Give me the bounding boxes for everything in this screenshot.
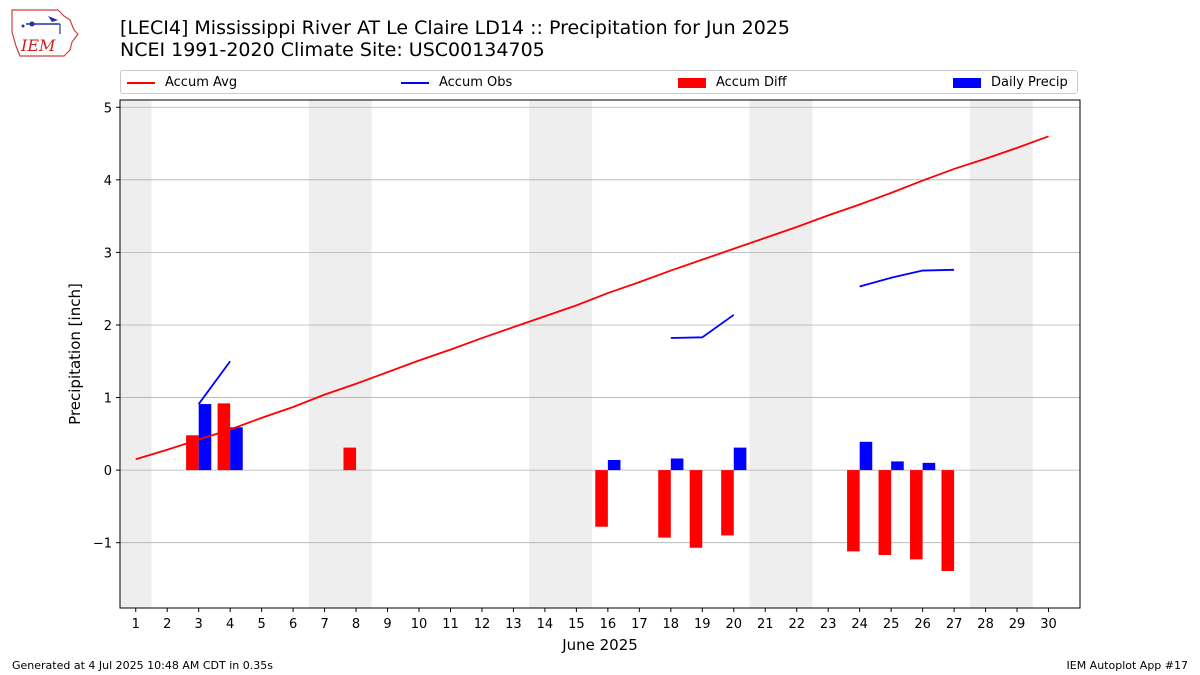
x-tick-label: 23: [820, 617, 837, 632]
y-tick-label: 2: [104, 319, 112, 334]
legend-label-accum-obs: Accum Obs: [439, 75, 513, 90]
x-tick-label: 27: [946, 617, 963, 632]
legend-item-accum-diff: Accum Diff: [678, 74, 787, 92]
y-tick-label: 1: [104, 392, 112, 407]
legend-label-daily-precip: Daily Precip: [991, 75, 1068, 90]
legend-item-accum-avg: Accum Avg: [127, 74, 237, 92]
weekend-band: [308, 100, 372, 608]
accum-diff-bar: [878, 470, 892, 556]
x-tick-label: 10: [411, 617, 428, 632]
y-tick-label: −1: [93, 537, 112, 552]
legend-item-accum-obs: Accum Obs: [401, 74, 512, 92]
accum-obs-line: [197, 360, 231, 405]
accum-diff-bar: [721, 470, 734, 536]
accum-diff-bar: [847, 470, 860, 552]
accum-diff-bar: [910, 470, 923, 560]
x-tick-label: 20: [725, 617, 742, 632]
plot-frame: [119, 99, 1081, 609]
x-tick-label: 7: [320, 617, 328, 632]
chart-subtitle: NCEI 1991-2020 Climate Site: USC00134705: [120, 39, 545, 61]
footer-generated: Generated at 4 Jul 2025 10:48 AM CDT in …: [12, 659, 273, 672]
x-tick-label: 4: [226, 617, 234, 632]
x-tick-label: 18: [663, 617, 680, 632]
iem-logo: IEM: [11, 9, 79, 57]
legend-swatch-accum-avg: [127, 81, 155, 84]
x-tick-label: 3: [195, 617, 203, 632]
x-tick-label: 9: [383, 617, 391, 632]
accum-obs-line: [859, 268, 955, 288]
x-tick-label: 19: [694, 617, 711, 632]
x-tick-label: 25: [883, 617, 900, 632]
y-axis-label: Precipitation [inch]: [66, 283, 84, 425]
footer-app: IEM Autoplot App #17: [1066, 659, 1189, 672]
x-tick-label: 24: [851, 617, 868, 632]
daily-precip-bar: [230, 427, 243, 471]
x-tick-label: 12: [474, 617, 491, 632]
accum-diff-bar: [595, 470, 608, 527]
weekend-band: [749, 100, 813, 608]
accum-diff-bar: [941, 470, 955, 571]
legend-item-daily-precip: Daily Precip: [953, 74, 1068, 92]
legend-label-accum-diff: Accum Diff: [716, 75, 787, 90]
x-tick-label: 26: [914, 617, 931, 632]
x-tick-label: 30: [1040, 617, 1057, 632]
x-tick-label: 2: [163, 617, 171, 632]
accum-avg-line: [135, 135, 1049, 461]
legend-swatch-accum-obs: [401, 81, 429, 84]
accum-diff-bar: [186, 435, 199, 471]
x-tick-label: 17: [631, 617, 648, 632]
daily-precip-bar: [859, 441, 873, 471]
weekend-band: [529, 100, 593, 608]
x-tick-label: 22: [788, 617, 805, 632]
accum-diff-bar: [658, 470, 671, 538]
x-tick-label: 14: [537, 617, 554, 632]
y-tick-label: 3: [104, 246, 112, 261]
logo-text: IEM: [20, 36, 56, 55]
x-tick-label: 5: [257, 617, 265, 632]
y-tick-label: 4: [104, 174, 112, 189]
accum-obs-line: [670, 314, 735, 339]
legend-label-accum-avg: Accum Avg: [165, 75, 238, 90]
x-tick-label: 13: [505, 617, 522, 632]
accum-diff-bar: [217, 403, 231, 471]
x-tick-label: 8: [352, 617, 360, 632]
y-tick-label: 5: [104, 101, 112, 116]
weekend-band: [120, 100, 152, 608]
daily-precip-bar: [733, 447, 747, 471]
x-tick-label: 29: [1009, 617, 1026, 632]
daily-precip-bar: [607, 459, 621, 471]
chart-legend: Accum Avg Accum Obs Accum Diff Daily Pre…: [120, 70, 1078, 94]
accum-diff-bar: [689, 470, 703, 548]
x-tick-label: 11: [442, 617, 459, 632]
x-axis-label: June 2025: [561, 636, 638, 654]
daily-precip-bar: [891, 461, 904, 471]
legend-swatch-daily-precip: [953, 77, 981, 88]
x-tick-label: 6: [289, 617, 297, 632]
legend-swatch-accum-diff: [678, 77, 706, 88]
x-tick-label: 1: [132, 617, 140, 632]
x-tick-label: 16: [600, 617, 617, 632]
x-tick-label: 15: [568, 617, 585, 632]
daily-precip-bar: [922, 462, 936, 471]
x-tick-label: 28: [977, 617, 994, 632]
x-tick-label: 21: [757, 617, 774, 632]
daily-precip-bar: [670, 458, 684, 471]
y-tick-label: 0: [104, 464, 112, 479]
accum-diff-bar: [343, 447, 357, 471]
weekend-band: [969, 100, 1033, 608]
chart-title: [LECI4] Mississippi River AT Le Claire L…: [120, 17, 791, 39]
